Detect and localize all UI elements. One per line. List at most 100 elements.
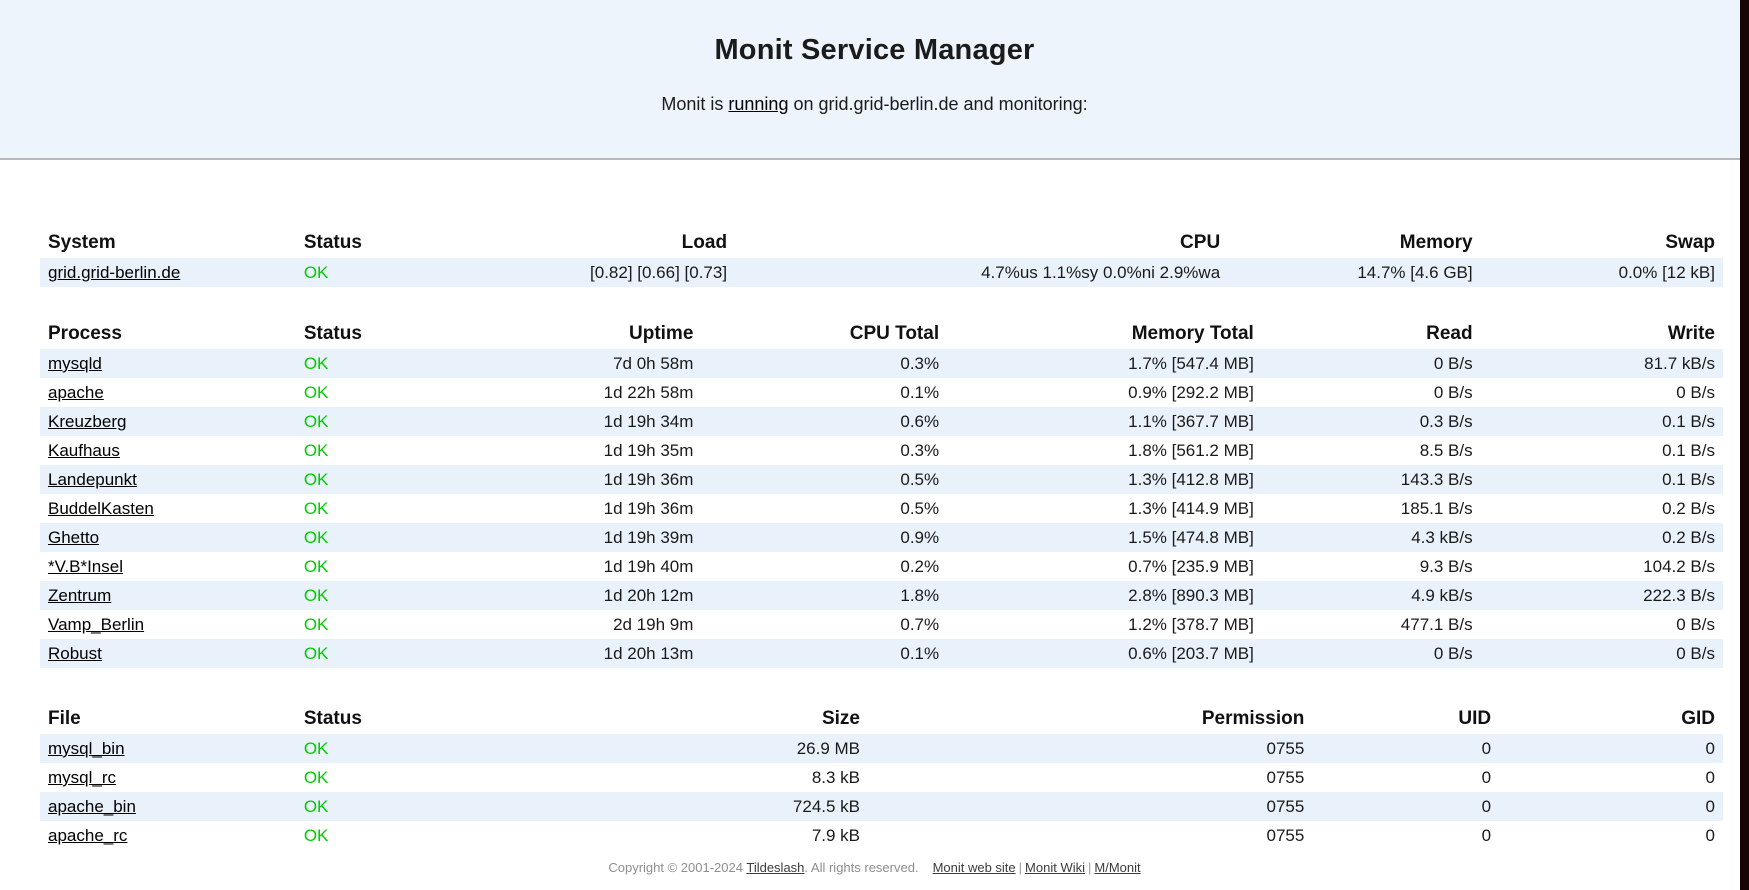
write-cell: 0.1 B/s (1662, 470, 1715, 489)
memory-total-cell: 1.8% [561.2 MB] (1128, 441, 1254, 460)
header-memory: Memory (1399, 232, 1473, 253)
service-link[interactable]: mysql_bin (48, 739, 125, 758)
memory-total-cell: 1.2% [378.7 MB] (1128, 615, 1254, 634)
read-cell: 477.1 B/s (1400, 615, 1473, 634)
service-link[interactable]: Robust (48, 644, 102, 663)
service-link[interactable]: apache_rc (48, 826, 128, 845)
status-ok-label: OK (303, 470, 329, 489)
service-link[interactable]: Kreuzberg (48, 412, 127, 431)
uptime-cell: 1d 20h 12m (603, 586, 694, 605)
status-ok-label: OK (303, 615, 329, 634)
uptime-cell: 1d 19h 34m (603, 412, 694, 431)
write-cell: 0.1 B/s (1662, 412, 1715, 431)
uid-cell: 0 (1481, 826, 1492, 845)
table-row: Zentrum OK 1d 20h 12m 1.8% 2.8% [890.3 MB] 4.… (40, 581, 1723, 610)
uid-cell: 0 (1481, 768, 1492, 787)
write-cell: 0.2 B/s (1662, 499, 1715, 518)
read-cell: 0.3 B/s (1419, 412, 1473, 431)
service-link[interactable]: Vamp_Berlin (48, 615, 145, 634)
status-cell: OK (296, 494, 476, 523)
table-row: mysql_bin OK 26.9 MB 0755 0 0 (40, 734, 1723, 763)
monit-website-link[interactable]: Monit web site (932, 860, 1016, 875)
process-name-cell: Kaufhaus (40, 436, 296, 465)
service-link[interactable]: BuddelKasten (48, 499, 154, 518)
footer-separator: | (1018, 860, 1023, 875)
header-gid: GID (1681, 708, 1715, 729)
status-cell: OK (296, 349, 476, 378)
status-cell: OK (296, 465, 476, 494)
memory-cell: 14.7% [4.6 GB] (1357, 263, 1473, 282)
status-ok-label: OK (303, 739, 329, 758)
header-load: Load (681, 232, 728, 253)
status-ok-label: OK (303, 644, 329, 663)
memory-total-cell: 0.9% [292.2 MB] (1128, 383, 1254, 402)
process-name-cell: Kreuzberg (40, 407, 296, 436)
page-header: Monit Service Manager Monit is running o… (0, 0, 1749, 160)
running-status-link[interactable]: running (728, 94, 789, 114)
system-table: System Status Load CPU Memory Swap grid.grid-b… (40, 228, 1723, 287)
service-link[interactable]: Kaufhaus (48, 441, 120, 460)
service-link[interactable]: grid.grid-berlin.de (48, 263, 181, 282)
cpu-total-cell: 0.9% (900, 528, 940, 547)
service-link[interactable]: Landepunkt (48, 470, 137, 489)
file-name-cell: mysql_bin (40, 734, 296, 763)
service-link[interactable]: *V.B*Insel (48, 557, 123, 576)
memory-total-cell: 1.5% [474.8 MB] (1128, 528, 1254, 547)
cpu-total-cell: 0.2% (900, 557, 940, 576)
read-cell: 4.9 kB/s (1411, 586, 1473, 605)
table-row: mysql_rc OK 8.3 kB 0755 0 0 (40, 763, 1723, 792)
status-cell: OK (296, 523, 476, 552)
subtitle-suffix: on grid.grid-berlin.de and monitoring: (788, 94, 1088, 114)
cpu-total-cell: 0.3% (900, 354, 940, 373)
status-ok-label: OK (303, 528, 329, 547)
service-link[interactable]: Ghetto (48, 528, 100, 547)
service-link[interactable]: mysql_rc (48, 768, 117, 787)
table-row: Landepunkt OK 1d 19h 36m 0.5% 1.3% [412.8 MB… (40, 465, 1723, 494)
table-row: Kaufhaus OK 1d 19h 35m 0.3% 1.8% [561.2 MB] 8… (40, 436, 1723, 465)
status-cell: OK (296, 378, 476, 407)
memory-total-cell: 1.3% [412.8 MB] (1128, 470, 1254, 489)
status-cell: OK (296, 610, 476, 639)
read-cell: 4.3 kB/s (1411, 528, 1473, 547)
table-row: apache_bin OK 724.5 kB 0755 0 0 (40, 792, 1723, 821)
status-cell: OK (296, 258, 476, 287)
status-ok-label: OK (303, 412, 329, 431)
header-status: Status (303, 232, 362, 253)
page-subtitle: Monit is running on grid.grid-berlin.de … (0, 94, 1749, 115)
header-system: System (48, 232, 116, 253)
header-read: Read (1426, 323, 1473, 344)
mmonit-link[interactable]: M/Monit (1094, 860, 1141, 875)
size-cell: 8.3 kB (811, 768, 861, 787)
footer-links: Monit web site | Monit Wiki | M/Monit (933, 860, 1141, 875)
process-name-cell: Ghetto (40, 523, 296, 552)
gid-cell: 0 (1705, 826, 1715, 845)
process-name-cell: BuddelKasten (40, 494, 296, 523)
uptime-cell: 1d 20h 13m (603, 644, 694, 663)
cpu-total-cell: 1.8% (900, 586, 940, 605)
status-ok-label: OK (303, 557, 329, 576)
uptime-cell: 1d 19h 40m (603, 557, 694, 576)
tildeslash-link[interactable]: Tildeslash (746, 860, 805, 875)
table-row: apache_rc OK 7.9 kB 0755 0 0 (40, 821, 1723, 850)
service-link[interactable]: apache_bin (48, 797, 136, 816)
service-link[interactable]: Zentrum (48, 586, 112, 605)
memory-total-cell: 0.6% [203.7 MB] (1128, 644, 1254, 663)
memory-total-cell: 0.7% [235.9 MB] (1128, 557, 1254, 576)
process-name-cell: Landepunkt (40, 465, 296, 494)
status-ok-label: OK (303, 441, 329, 460)
service-link[interactable]: apache (48, 383, 104, 402)
permission-cell: 0755 (1266, 797, 1305, 816)
monit-wiki-link[interactable]: Monit Wiki (1025, 860, 1085, 875)
status-cell: OK (296, 763, 476, 792)
file-name-cell: apache_bin (40, 792, 296, 821)
header-file: File (48, 708, 81, 729)
permission-cell: 0755 (1266, 739, 1305, 758)
write-cell: 0.1 B/s (1662, 441, 1715, 460)
file-name-cell: apache_rc (40, 821, 296, 850)
process-name-cell: *V.B*Insel (40, 552, 296, 581)
header-status: Status (303, 323, 362, 344)
service-link[interactable]: mysqld (48, 354, 102, 373)
status-cell: OK (296, 581, 476, 610)
read-cell: 9.3 B/s (1419, 557, 1473, 576)
uptime-cell: 1d 19h 36m (603, 499, 694, 518)
